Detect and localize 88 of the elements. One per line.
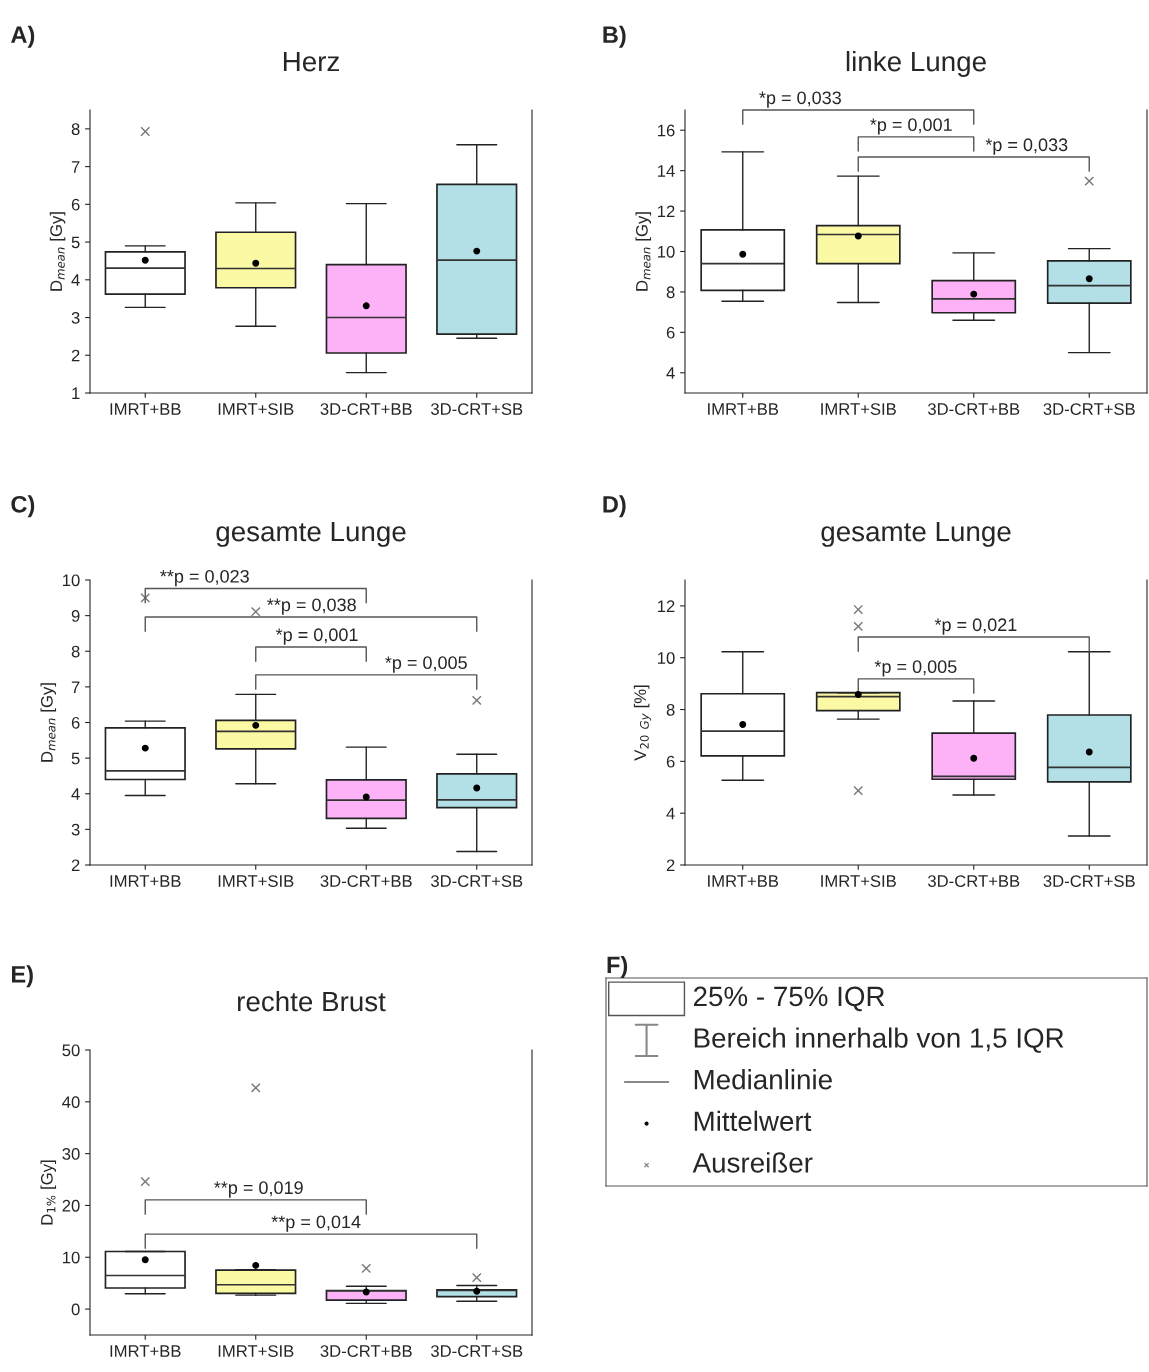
y-tick-label: 5: [71, 752, 80, 765]
y-tick-label: 7: [71, 161, 80, 173]
y-tick-label: 3: [71, 311, 80, 324]
annotation: *p = 0,001: [275, 628, 358, 645]
y-tick-label: 6: [71, 716, 80, 729]
y-tick-label: 2: [71, 859, 80, 872]
x-tick-label: IMRT+BB: [110, 403, 181, 415]
x-tick-label: 3D-CRT+BB: [320, 403, 412, 415]
x-tick-label: 3D-CRT+BB: [320, 875, 412, 887]
y-tick-label: 4: [666, 367, 675, 379]
x-tick-label: 3D-CRT+BB: [320, 1345, 412, 1357]
text: Medianlinie: [694, 1069, 832, 1090]
text: Bereich innerhalb von 1,5 IQR: [694, 1027, 1064, 1053]
chart-title: linke Lunge: [846, 50, 986, 77]
y-tick-label: 16: [658, 124, 675, 137]
x-tick-label: IMRT+BB: [708, 875, 779, 887]
y-tick-label: 14: [658, 165, 675, 177]
y-tick-label: 3: [71, 823, 80, 836]
x-tick-label: 3D-CRT+BB: [927, 403, 1020, 415]
y-tick-label: 10: [63, 1251, 80, 1264]
x-tick-label: IMRT+BB: [708, 403, 779, 415]
x-tick-label: 3D-CRT+SB: [1043, 875, 1135, 887]
y-tick-label: 4: [666, 807, 675, 820]
chart-title: gesamte Lunge: [821, 522, 1011, 547]
y-tick-label: 6: [71, 198, 80, 211]
annotation: **p = 0,038: [267, 598, 356, 615]
annotation: *p = 0,005: [385, 656, 467, 673]
y-tick-label: 5: [71, 236, 80, 249]
chart-title: Herz: [283, 52, 339, 72]
x-tick-label: IMRT+SIB: [218, 875, 294, 887]
annotation: **p = 0,014: [271, 1215, 361, 1232]
y-tick-label: 4: [71, 274, 80, 286]
text: A): [11, 25, 35, 48]
annotation: *p = 0,001: [870, 118, 952, 135]
y-axis-title: D$_{mean}$ [Gy]: [49, 212, 66, 291]
text: *p = 0,033: [759, 91, 841, 108]
y-tick-label: 7: [71, 681, 80, 693]
annotation: **p = 0,019: [214, 1181, 303, 1198]
text: B): [603, 25, 626, 48]
y-tick-label: 8: [666, 703, 675, 716]
y-tick-label: 9: [71, 610, 80, 622]
text: Ausreißer: [692, 1152, 813, 1173]
y-tick-label: 30: [62, 1148, 80, 1160]
text: D): [603, 495, 626, 518]
y-tick-label: 20: [62, 1199, 80, 1212]
y-tick-label: 40: [62, 1096, 80, 1109]
chart-title: gesamte Lunge: [216, 522, 406, 547]
y-axis-title: D$_{1%}$ [Gy]: [40, 1160, 57, 1225]
y-tick-label: 1: [72, 387, 80, 400]
y-tick-label: 2: [71, 349, 80, 362]
y-tick-label: 6: [666, 326, 675, 339]
annotation: *p = 0,005: [874, 660, 957, 677]
y-tick-label: 12: [658, 600, 675, 612]
y-tick-label: 12: [658, 205, 675, 218]
y-tick-label: 8: [71, 123, 80, 136]
x-tick-label: IMRT+BB: [110, 875, 181, 887]
y-tick-label: 8: [71, 645, 80, 658]
text: C): [11, 495, 35, 518]
x-tick-label: IMRT+SIB: [821, 403, 896, 415]
y-tick-label: 10: [658, 652, 675, 664]
x-tick-label: 3D-CRT+SB: [430, 1345, 523, 1357]
y-tick-label: 10: [63, 574, 80, 587]
y-tick-label: 6: [666, 755, 675, 768]
annotation: *p = 0,033: [985, 138, 1068, 155]
annotation: **p = 0,023: [160, 569, 249, 587]
y-tick-label: 10: [658, 245, 675, 258]
chart-title: rechte Brust: [237, 990, 386, 1012]
y-axis-title: D$_{mean}$ [Gy]: [635, 212, 652, 291]
y-tick-label: 8: [666, 286, 675, 299]
x-tick-label: 3D-CRT+BB: [927, 875, 1020, 887]
y-tick-label: 50: [62, 1044, 80, 1057]
x-tick-label: IMRT+SIB: [821, 875, 896, 887]
x-tick-label: 3D-CRT+SB: [430, 403, 523, 415]
annotation: *p = 0,021: [934, 618, 1017, 635]
text: 25% - 75% IQR: [693, 986, 885, 1012]
text: F): [607, 955, 628, 978]
y-tick-label: 4: [71, 788, 80, 800]
y-axis-title: D$_{mean}$ [Gy]: [40, 683, 57, 762]
x-tick-label: IMRT+SIB: [218, 403, 294, 415]
y-tick-label: 2: [666, 859, 675, 872]
x-tick-label: IMRT+SIB: [218, 1345, 294, 1357]
y-axis-title: V$_{20 Gy}$ [%]: [633, 685, 652, 761]
x-tick-label: IMRT+BB: [110, 1345, 181, 1357]
x-tick-label: 3D-CRT+SB: [430, 875, 523, 887]
text: Mittelwert: [694, 1110, 812, 1132]
text: E): [12, 965, 33, 988]
x-tick-label: 3D-CRT+SB: [1043, 403, 1135, 415]
y-tick-label: 0: [71, 1303, 80, 1316]
